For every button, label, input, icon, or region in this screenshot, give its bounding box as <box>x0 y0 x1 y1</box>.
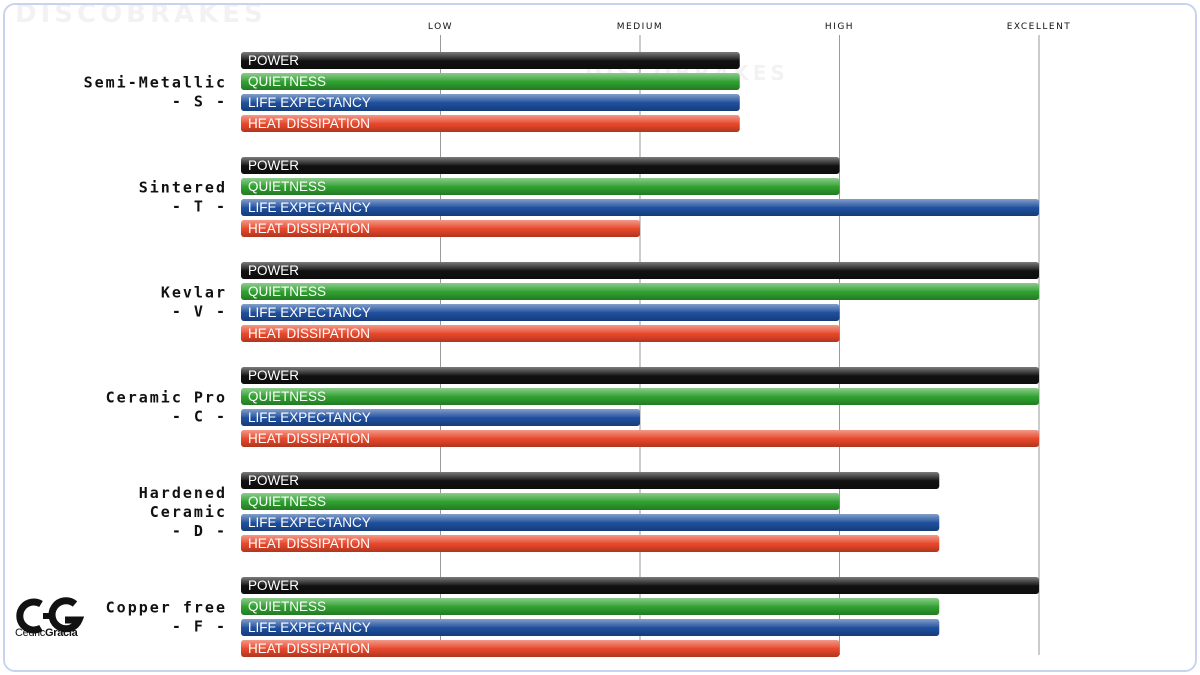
bar-gloss <box>241 472 940 489</box>
bar-label: QUIETNESS <box>248 599 326 614</box>
bar-gloss <box>241 283 1039 300</box>
bar-power: POWER <box>241 262 1039 279</box>
bar-label: QUIETNESS <box>248 179 326 194</box>
bar-label: POWER <box>248 263 299 278</box>
brake-comparison-chart: LOW MEDIUM HIGH EXCELLENT Semi-Metallic- S … <box>84 22 1072 657</box>
bar-heat-dissipation: HEAT DISSIPATION <box>241 220 640 237</box>
category-label: Semi-Metallic <box>84 74 227 92</box>
bar-power: POWER <box>241 52 740 69</box>
category-label: - S - <box>172 93 227 111</box>
bar-label: LIFE EXPECTANCY <box>248 515 371 530</box>
bar-gloss <box>241 514 940 531</box>
bar-gloss <box>241 157 840 174</box>
bar-gloss <box>241 367 1039 384</box>
logo-name-light: Cédric <box>15 627 45 639</box>
bar-quietness: QUIETNESS <box>241 388 1039 405</box>
bar-label: QUIETNESS <box>248 389 326 404</box>
tick-label-low: LOW <box>428 22 453 32</box>
bar-life-expectancy: LIFE EXPECTANCY <box>241 94 740 111</box>
bar-gloss <box>241 262 1039 279</box>
bar-power: POWER <box>241 577 1039 594</box>
bar-gloss <box>241 640 840 657</box>
x-axis-ticks: LOW MEDIUM HIGH EXCELLENT <box>428 22 1072 32</box>
chart-frame: DISCOBRAKES STOP IN STYLE DISCOBRAKES LO… <box>3 3 1197 672</box>
category-label: - V - <box>172 303 227 321</box>
bar-label: LIFE EXPECTANCY <box>248 410 371 425</box>
tick-label-medium: MEDIUM <box>617 22 663 32</box>
bar-label: QUIETNESS <box>248 284 326 299</box>
bar-heat-dissipation: HEAT DISSIPATION <box>241 640 840 657</box>
bar-label: HEAT DISSIPATION <box>248 641 370 656</box>
category-labels: Semi-Metallic- S - Sintered- T - Kevlar- V… <box>84 74 227 636</box>
bar-gloss <box>241 115 740 132</box>
bar-life-expectancy: LIFE EXPECTANCY <box>241 304 840 321</box>
bar-gloss <box>241 73 740 90</box>
category-label: - D - <box>172 522 227 540</box>
category-label: Hardened <box>139 484 227 502</box>
bar-label: POWER <box>248 53 299 68</box>
bar-gloss <box>241 430 1039 447</box>
bar-gloss <box>241 94 740 111</box>
bar-gloss <box>241 388 1039 405</box>
bar-heat-dissipation: HEAT DISSIPATION <box>241 430 1039 447</box>
bar-label: LIFE EXPECTANCY <box>248 95 371 110</box>
logo-caption: CédricGracia <box>15 627 78 639</box>
bar-label: HEAT DISSIPATION <box>248 536 370 551</box>
category-label: Kevlar <box>161 284 227 302</box>
bar-gloss <box>241 493 840 510</box>
tick-label-high: HIGH <box>825 22 854 32</box>
bar-label: QUIETNESS <box>248 74 326 89</box>
bar-quietness: QUIETNESS <box>241 598 940 615</box>
cg-logo-icon <box>16 597 85 634</box>
category-label: Ceramic <box>150 503 227 521</box>
bar-gloss <box>241 52 740 69</box>
category-label: - F - <box>172 618 227 636</box>
bar-quietness: QUIETNESS <box>241 178 840 195</box>
bar-label: QUIETNESS <box>248 494 326 509</box>
bar-gloss <box>241 598 940 615</box>
bars: POWER QUIETNESS LIFE EXPECTANCY HEAT DISSIP… <box>241 52 1039 657</box>
bar-power: POWER <box>241 367 1039 384</box>
bar-label: POWER <box>248 368 299 383</box>
bar-label: LIFE EXPECTANCY <box>248 305 371 320</box>
bar-label: HEAT DISSIPATION <box>248 431 370 446</box>
bar-power: POWER <box>241 157 840 174</box>
category-label: Ceramic Pro <box>106 389 227 407</box>
bar-quietness: QUIETNESS <box>241 493 840 510</box>
bar-gloss <box>241 535 940 552</box>
bar-gloss <box>241 220 640 237</box>
bar-gloss <box>241 619 940 636</box>
bar-quietness: QUIETNESS <box>241 283 1039 300</box>
bar-heat-dissipation: HEAT DISSIPATION <box>241 325 840 342</box>
bar-label: POWER <box>248 158 299 173</box>
category-label: Copper free <box>106 599 227 617</box>
bar-label: LIFE EXPECTANCY <box>248 620 371 635</box>
bar-life-expectancy: LIFE EXPECTANCY <box>241 409 640 426</box>
bar-label: POWER <box>248 473 299 488</box>
bar-gloss <box>241 325 840 342</box>
bar-quietness: QUIETNESS <box>241 73 740 90</box>
bar-life-expectancy: LIFE EXPECTANCY <box>241 514 940 531</box>
bar-life-expectancy: LIFE EXPECTANCY <box>241 619 940 636</box>
bar-heat-dissipation: HEAT DISSIPATION <box>241 535 940 552</box>
category-label: - T - <box>172 198 227 216</box>
bar-gloss <box>241 304 840 321</box>
bar-label: HEAT DISSIPATION <box>248 116 370 131</box>
bar-power: POWER <box>241 472 940 489</box>
category-label: Sintered <box>139 179 227 197</box>
bar-label: HEAT DISSIPATION <box>248 326 370 341</box>
logo-name-bold: Gracia <box>45 627 78 639</box>
category-label: - C - <box>172 408 227 426</box>
bar-life-expectancy: LIFE EXPECTANCY <box>241 199 1039 216</box>
bar-gloss <box>241 199 1039 216</box>
bar-heat-dissipation: HEAT DISSIPATION <box>241 115 740 132</box>
bar-label: HEAT DISSIPATION <box>248 221 370 236</box>
bar-label: LIFE EXPECTANCY <box>248 200 371 215</box>
bar-label: POWER <box>248 578 299 593</box>
bar-gloss <box>241 409 640 426</box>
tick-label-excellent: EXCELLENT <box>1007 22 1072 32</box>
bar-gloss <box>241 178 840 195</box>
bar-gloss <box>241 577 1039 594</box>
